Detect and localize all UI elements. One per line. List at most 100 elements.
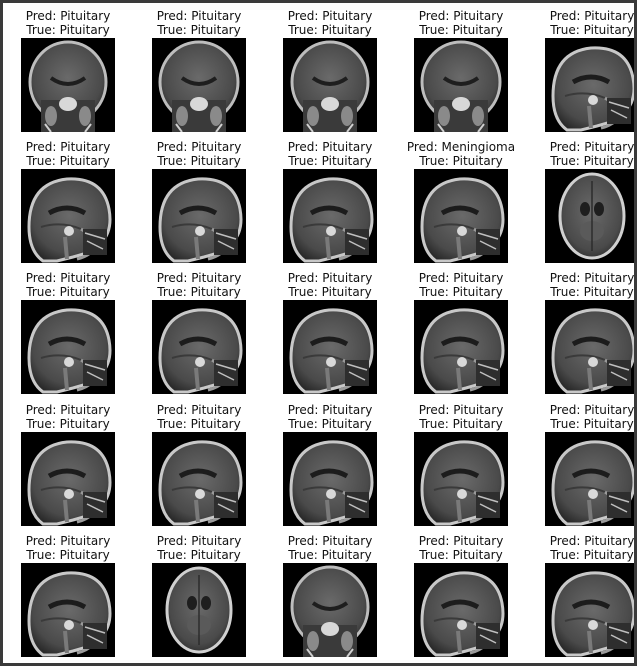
pred-label: Pred: Pituitary bbox=[265, 403, 395, 417]
pred-value: Pituitary bbox=[584, 534, 635, 548]
true-prefix: True: bbox=[550, 417, 580, 431]
prediction-caption: Pred: Pituitary True: Pituitary bbox=[265, 140, 395, 168]
true-prefix: True: bbox=[550, 23, 580, 37]
mri-sagittal-view bbox=[289, 308, 374, 394]
pred-label: Pred: Pituitary bbox=[265, 9, 395, 23]
true-label: True: Pituitary bbox=[396, 285, 526, 299]
true-label: True: Pituitary bbox=[265, 285, 395, 299]
true-label: True: Pituitary bbox=[3, 154, 133, 168]
mri-sagittal-view bbox=[551, 571, 634, 657]
mri-coronal-view bbox=[28, 40, 108, 132]
prediction-caption: Pred: Pituitary True: Pituitary bbox=[134, 9, 264, 37]
true-value: Pituitary bbox=[583, 285, 634, 299]
true-prefix: True: bbox=[288, 285, 318, 299]
true-label: True: Pituitary bbox=[134, 417, 264, 431]
pred-value: Pituitary bbox=[322, 271, 373, 285]
pred-prefix: Pred: bbox=[287, 534, 319, 548]
pred-label: Pred: Pituitary bbox=[134, 534, 264, 548]
pred-label: Pred: Pituitary bbox=[134, 140, 264, 154]
prediction-cell: Pred: Pituitary True: Pituitary bbox=[3, 265, 133, 396]
prediction-cell: Pred: Pituitary True: Pituitary bbox=[3, 3, 133, 134]
prediction-caption: Pred: Pituitary True: Pituitary bbox=[527, 534, 635, 562]
true-value: Pituitary bbox=[190, 548, 241, 562]
pred-label: Pred: Pituitary bbox=[265, 271, 395, 285]
pred-value: Pituitary bbox=[453, 9, 504, 23]
true-value: Pituitary bbox=[452, 23, 503, 37]
prediction-grid: Pred: Pituitary True: Pituitary Pred: Pitu… bbox=[3, 3, 634, 663]
mri-sagittal-view bbox=[27, 571, 112, 657]
true-value: Pituitary bbox=[452, 548, 503, 562]
pred-label: Pred: Pituitary bbox=[265, 534, 395, 548]
prediction-caption: Pred: Pituitary True: Pituitary bbox=[265, 271, 395, 299]
true-label: True: Pituitary bbox=[3, 285, 133, 299]
prediction-cell: Pred: Pituitary True: Pituitary bbox=[3, 134, 133, 265]
prediction-caption: Pred: Pituitary True: Pituitary bbox=[265, 403, 395, 431]
true-prefix: True: bbox=[157, 285, 187, 299]
mri-scan-image bbox=[21, 432, 115, 526]
pred-prefix: Pred: bbox=[406, 140, 438, 154]
pred-prefix: Pred: bbox=[287, 403, 319, 417]
prediction-cell: Pred: Pituitary True: Pituitary bbox=[3, 528, 133, 659]
true-label: True: Pituitary bbox=[527, 548, 634, 562]
true-prefix: True: bbox=[26, 417, 56, 431]
prediction-cell: Pred: Pituitary True: Pituitary bbox=[134, 528, 264, 659]
mri-sagittal-view bbox=[420, 308, 505, 394]
mri-scan-image bbox=[414, 38, 508, 132]
pred-label: Pred: Pituitary bbox=[3, 140, 133, 154]
pred-prefix: Pred: bbox=[418, 534, 450, 548]
true-value: Pituitary bbox=[190, 285, 241, 299]
pred-label: Pred: Pituitary bbox=[527, 403, 634, 417]
pred-label: Pred: Pituitary bbox=[527, 534, 635, 548]
pred-label: Pred: Pituitary bbox=[396, 403, 526, 417]
prediction-caption: Pred: Meningioma True: Pituitary bbox=[396, 140, 526, 168]
pred-label: Pred: Pituitary bbox=[527, 140, 634, 154]
true-value: Pituitary bbox=[59, 417, 110, 431]
pred-label: Pred: Pituitary bbox=[134, 271, 264, 285]
true-label: True: Pituitary bbox=[134, 154, 264, 168]
mri-sagittal-view bbox=[551, 46, 634, 132]
mri-sagittal-view bbox=[27, 308, 112, 394]
pred-value: Pituitary bbox=[191, 534, 242, 548]
mri-scan-image bbox=[414, 432, 508, 526]
prediction-caption: Pred: Pituitary True: Pituitary bbox=[134, 140, 264, 168]
prediction-cell: Pred: Pituitary True: Pituitary bbox=[3, 397, 133, 528]
prediction-caption: Pred: Pituitary True: Pituitary bbox=[3, 403, 133, 431]
true-value: Pituitary bbox=[583, 154, 634, 168]
pred-label: Pred: Meningioma bbox=[396, 140, 526, 154]
true-prefix: True: bbox=[26, 23, 56, 37]
prediction-cell: Pred: Pituitary True: Pituitary bbox=[527, 265, 634, 396]
pred-value: Pituitary bbox=[60, 9, 111, 23]
pred-prefix: Pred: bbox=[287, 140, 319, 154]
mri-axial-view bbox=[165, 566, 233, 654]
pred-value: Pituitary bbox=[453, 271, 504, 285]
pred-label: Pred: Pituitary bbox=[527, 9, 634, 23]
pred-prefix: Pred: bbox=[25, 403, 57, 417]
mri-scan-image bbox=[152, 169, 246, 263]
true-prefix: True: bbox=[26, 285, 56, 299]
pred-prefix: Pred: bbox=[156, 534, 188, 548]
mri-coronal-view bbox=[420, 40, 502, 132]
prediction-caption: Pred: Pituitary True: Pituitary bbox=[527, 9, 634, 37]
pred-value: Meningioma bbox=[441, 140, 516, 154]
true-label: True: Pituitary bbox=[3, 548, 133, 562]
true-prefix: True: bbox=[550, 285, 580, 299]
true-value: Pituitary bbox=[59, 154, 110, 168]
mri-scan-image bbox=[21, 38, 115, 132]
true-prefix: True: bbox=[157, 154, 187, 168]
mri-sagittal-view bbox=[27, 440, 112, 526]
prediction-cell: Pred: Pituitary True: Pituitary bbox=[134, 265, 264, 396]
true-label: True: Pituitary bbox=[134, 285, 264, 299]
pred-label: Pred: Pituitary bbox=[265, 140, 395, 154]
prediction-cell: Pred: Pituitary True: Pituitary bbox=[396, 265, 526, 396]
pred-label: Pred: Pituitary bbox=[134, 403, 264, 417]
true-label: True: Pituitary bbox=[134, 23, 264, 37]
mri-scan-image bbox=[414, 169, 508, 263]
mri-scan-image bbox=[152, 563, 246, 657]
true-value: Pituitary bbox=[583, 548, 634, 562]
pred-prefix: Pred: bbox=[156, 9, 188, 23]
prediction-caption: Pred: Pituitary True: Pituitary bbox=[265, 9, 395, 37]
mri-scan-image bbox=[21, 563, 115, 657]
mri-sagittal-view bbox=[420, 440, 505, 526]
mri-scan-image bbox=[283, 563, 377, 657]
mri-sagittal-view bbox=[27, 177, 112, 263]
